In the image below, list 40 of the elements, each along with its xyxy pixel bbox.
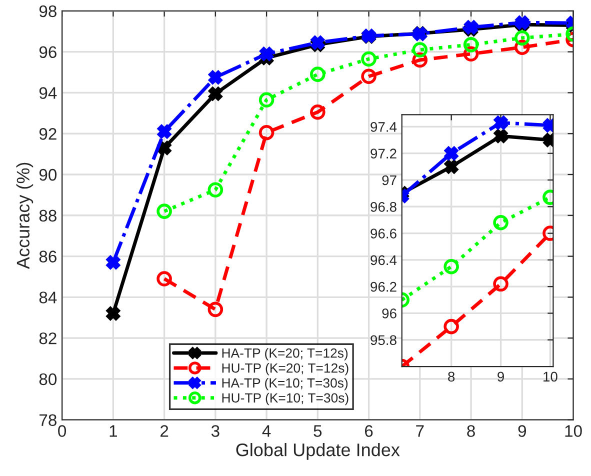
- x-axis-title: Global Update Index: [236, 443, 400, 460]
- y-tick-label: 95.8: [370, 335, 396, 346]
- x-tick-label: 10: [544, 372, 558, 382]
- x-tick-label: 2: [160, 425, 168, 437]
- y-tick-label: 94: [39, 87, 57, 99]
- x-tick-label: 4: [262, 425, 271, 437]
- x-tick-label: 8: [448, 372, 455, 382]
- x-tick-label: 6: [364, 425, 373, 437]
- x-tick-label: 7: [416, 425, 424, 437]
- x-tick-label: 3: [211, 425, 220, 437]
- x-tick-label: 1: [110, 425, 117, 437]
- y-axis-title: Accuracy (%): [16, 162, 34, 270]
- x-tick-label: 0: [58, 425, 66, 437]
- y-tick-label: 97.2: [370, 148, 396, 159]
- legend-label: HU-TP (K=10; T=30s): [222, 392, 348, 406]
- y-tick-label: 80: [39, 373, 57, 386]
- y-tick-label: 96: [39, 46, 56, 58]
- y-tick-label: 96.8: [370, 202, 396, 212]
- y-tick-label: 97: [382, 175, 396, 186]
- y-tick-label: 96.4: [370, 255, 397, 266]
- y-tick-label: 86: [39, 250, 56, 262]
- x-tick-label: 5: [314, 425, 322, 437]
- x-tick-label: 8: [467, 425, 475, 437]
- y-tick-label: 96: [382, 308, 396, 318]
- x-tick-label: 10: [565, 425, 582, 437]
- legend-label: HA-TP (K=10; T=30s): [222, 378, 348, 390]
- y-tick-label: 97.4: [370, 122, 397, 132]
- legend-label: HU-TP (K=20; T=12s): [222, 363, 348, 376]
- y-tick-label: 92: [39, 128, 56, 140]
- legend-label: HA-TP (K=20; T=12s): [222, 348, 348, 360]
- y-tick-label: 84: [39, 292, 57, 304]
- y-tick-label: 90: [39, 168, 57, 181]
- x-tick-label: 9: [498, 372, 504, 382]
- y-tick-label: 88: [39, 210, 56, 222]
- y-tick-label: 98: [39, 5, 56, 18]
- y-tick-label: 78: [40, 414, 56, 426]
- y-tick-label: 96.6: [370, 228, 396, 238]
- y-tick-label: 82: [39, 332, 56, 344]
- x-tick-label: 9: [518, 425, 526, 437]
- y-tick-label: 96.2: [370, 282, 396, 292]
